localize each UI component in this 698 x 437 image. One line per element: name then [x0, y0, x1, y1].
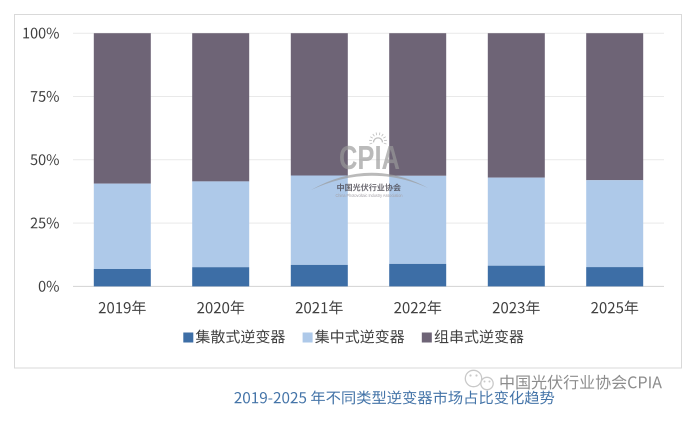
svg-text:China Photovoltaic Industry As: China Photovoltaic Industry Association — [336, 193, 403, 198]
svg-text:CPIA: CPIA — [339, 140, 400, 177]
